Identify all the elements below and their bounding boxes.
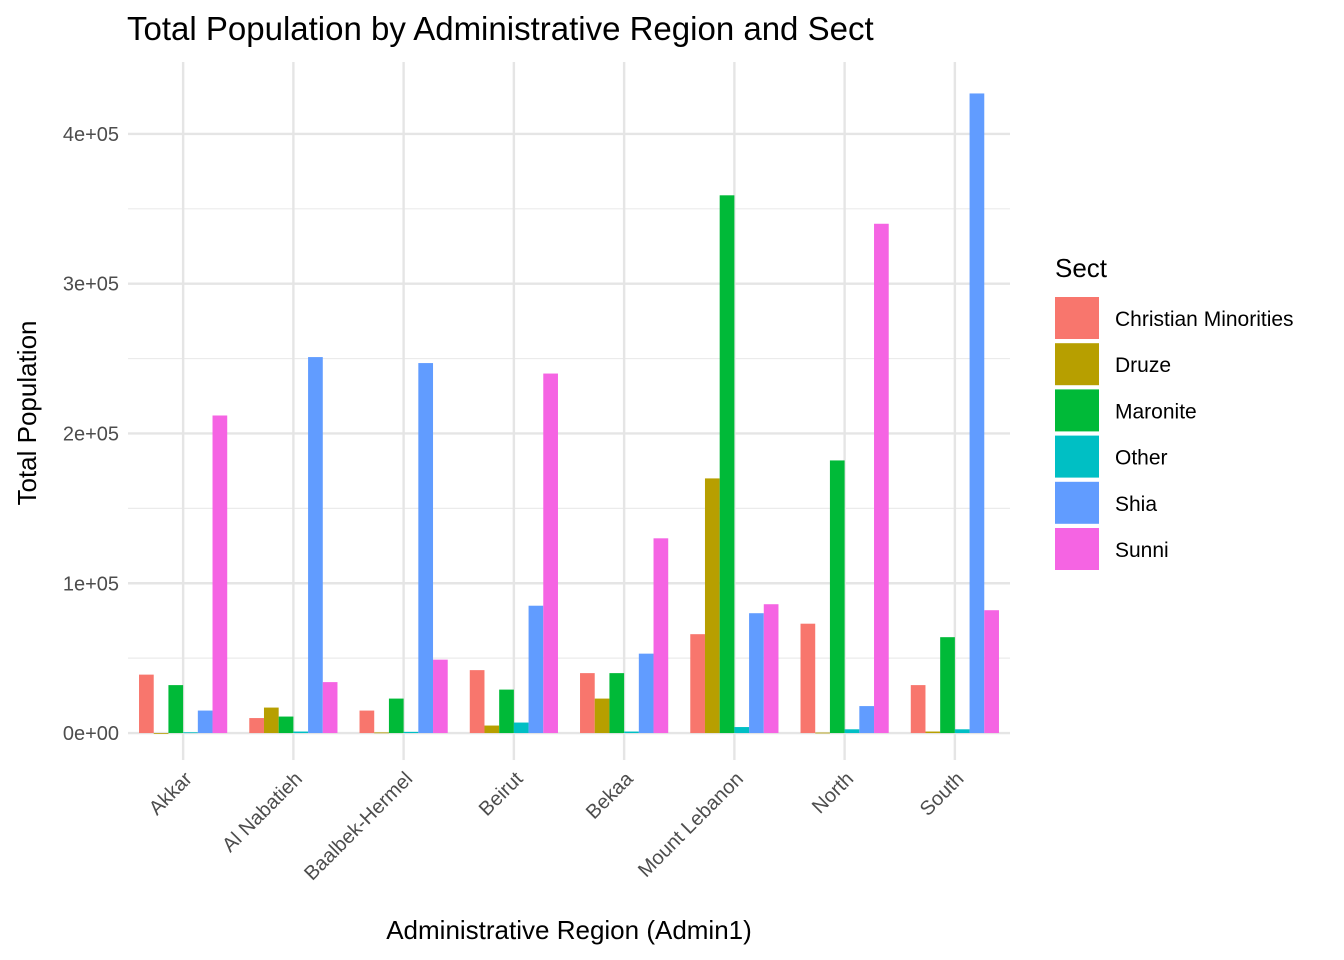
legend-items: Christian Minorities Druze Maronite Other Sh… — [1055, 297, 1294, 570]
y-tick-label: 2e+05 — [63, 423, 119, 445]
bar — [925, 731, 941, 734]
y-axis-title: Total Population — [12, 320, 42, 505]
bar — [249, 718, 264, 734]
bar — [874, 223, 889, 734]
y-tick-label: 4e+05 — [63, 124, 119, 146]
bar — [624, 731, 639, 734]
bar — [704, 478, 720, 734]
bar — [499, 689, 514, 734]
legend-swatch — [1055, 389, 1099, 432]
x-tick-label: Baalbek-Hermel — [300, 768, 417, 885]
bar — [388, 698, 404, 734]
bar — [954, 729, 970, 734]
bar — [690, 634, 705, 734]
bar — [153, 733, 169, 734]
bar — [139, 674, 154, 734]
bar — [278, 716, 294, 734]
bar — [263, 707, 279, 734]
y-tick-label: 0e+00 — [63, 723, 119, 745]
chart-title: Total Population by Administrative Regio… — [127, 10, 874, 47]
bar — [212, 415, 228, 734]
x-tick-label: Beirut — [475, 768, 528, 821]
x-tick-label: Bekaa — [582, 767, 638, 823]
bar — [374, 732, 389, 734]
bar — [734, 727, 750, 734]
x-axis-title: Administrative Region (Admin1) — [386, 915, 752, 945]
legend-label: Christian Minorities — [1115, 308, 1294, 331]
bar — [594, 698, 610, 734]
bar — [543, 373, 558, 734]
bar — [719, 195, 735, 734]
bar — [484, 725, 500, 734]
bar — [433, 659, 448, 734]
bar — [197, 710, 213, 734]
y-tick-label: 3e+05 — [63, 274, 119, 296]
legend-swatch — [1055, 528, 1099, 570]
legend-swatch — [1055, 435, 1099, 478]
bar — [528, 605, 544, 734]
bar — [513, 722, 529, 734]
bar — [653, 538, 669, 734]
legend-label: Maronite — [1115, 400, 1197, 423]
bar — [308, 357, 323, 734]
bar — [749, 613, 764, 734]
y-axis-ticks: 0e+00 1e+05 2e+05 3e+05 4e+05 — [63, 124, 119, 745]
x-tick-label: Mount Lebanon — [634, 768, 748, 882]
bar — [844, 729, 860, 734]
bar — [815, 732, 830, 734]
legend-swatch — [1055, 343, 1099, 386]
legend-label: Other — [1115, 447, 1168, 470]
bar — [984, 610, 999, 734]
bar — [418, 363, 434, 734]
bar — [829, 460, 845, 734]
bar — [359, 710, 375, 734]
bar — [293, 731, 309, 734]
bar — [763, 604, 779, 734]
x-tick-label: South — [916, 768, 969, 821]
bar — [969, 93, 985, 734]
legend-swatch — [1055, 481, 1099, 524]
legend: Sect Christian Minorities Druze Maronite Ot… — [1055, 253, 1294, 570]
minor-gridlines — [128, 208, 1010, 659]
x-tick-label: North — [808, 768, 858, 818]
bar — [638, 653, 654, 734]
legend-label: Sunni — [1115, 539, 1169, 562]
bar — [800, 623, 816, 734]
legend-label: Druze — [1115, 354, 1171, 377]
bar — [940, 637, 955, 734]
legend-title: Sect — [1055, 253, 1108, 283]
bar — [609, 673, 625, 734]
bars — [139, 93, 999, 734]
bar — [403, 731, 419, 734]
bar — [469, 670, 485, 734]
legend-swatch — [1055, 297, 1099, 339]
bar — [910, 685, 926, 734]
bar — [580, 673, 595, 734]
bar — [183, 732, 198, 734]
major-gridlines — [128, 62, 1010, 760]
bar — [322, 682, 338, 734]
bar — [168, 685, 184, 734]
x-tick-label: Al Nabatieh — [218, 768, 307, 857]
x-tick-label: Akkar — [145, 768, 197, 820]
legend-label: Shia — [1115, 493, 1157, 516]
bar — [859, 706, 875, 734]
y-tick-label: 1e+05 — [63, 573, 119, 595]
